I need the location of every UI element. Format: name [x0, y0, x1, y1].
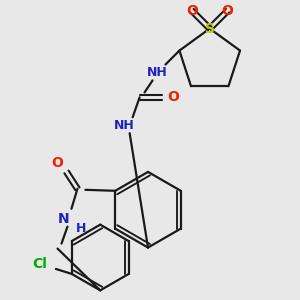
- Text: O: O: [52, 156, 64, 170]
- Text: O: O: [186, 4, 198, 18]
- Text: O: O: [167, 90, 179, 104]
- Text: N: N: [58, 212, 69, 226]
- Text: O: O: [222, 4, 234, 18]
- Text: NH: NH: [147, 66, 168, 79]
- Text: H: H: [76, 222, 87, 235]
- Text: Cl: Cl: [32, 257, 47, 271]
- Text: S: S: [205, 22, 215, 36]
- Text: NH: NH: [114, 119, 135, 132]
